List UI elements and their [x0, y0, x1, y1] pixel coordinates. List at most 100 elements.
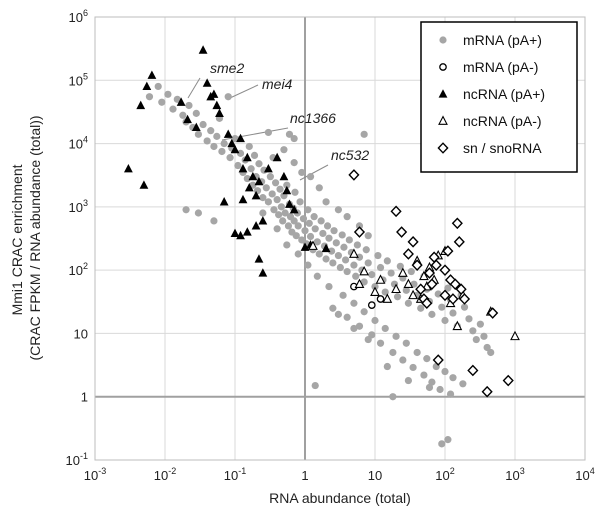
- data-point: [350, 261, 358, 269]
- data-point: [142, 81, 152, 91]
- data-point: [176, 97, 186, 106]
- data-point: [452, 320, 463, 331]
- data-point: [306, 232, 315, 241]
- data-point: [272, 152, 282, 162]
- data-point: [212, 100, 222, 110]
- data-point: [183, 114, 192, 124]
- data-point: [313, 238, 321, 246]
- data-point: [266, 173, 274, 181]
- data-point: [438, 440, 446, 448]
- data-point: [411, 259, 423, 271]
- data-point: [179, 111, 187, 119]
- data-point: [381, 324, 389, 333]
- data-point: [432, 354, 444, 366]
- data-point: [194, 209, 202, 217]
- data-point: [449, 309, 457, 317]
- data-point: [334, 251, 342, 260]
- data-point: [251, 190, 261, 200]
- data-point: [158, 98, 166, 106]
- data-point: [322, 198, 330, 206]
- data-point: [438, 303, 446, 311]
- data-point: [226, 154, 234, 162]
- data-point: [483, 343, 491, 352]
- y-tick-label: 103: [69, 198, 88, 215]
- data-point: [291, 188, 299, 196]
- legend-marker: [439, 36, 447, 44]
- data-point: [323, 222, 332, 230]
- data-point: [338, 231, 346, 239]
- data-point: [402, 286, 410, 294]
- data-point: [238, 194, 248, 204]
- data-point: [449, 374, 457, 382]
- data-point: [219, 197, 229, 206]
- legend-marker: [439, 63, 447, 71]
- data-point: [376, 295, 385, 303]
- data-point: [264, 198, 272, 206]
- data-point: [315, 250, 323, 258]
- data-point: [319, 229, 327, 238]
- data-point: [364, 232, 372, 240]
- data-point: [325, 234, 333, 242]
- data-point: [173, 95, 181, 103]
- annotation-leaders: [187, 77, 329, 181]
- data-point: [227, 138, 237, 148]
- data-point: [350, 324, 358, 333]
- data-point: [336, 263, 344, 272]
- data-point: [259, 209, 267, 217]
- data-point: [258, 216, 268, 225]
- data-point: [407, 267, 415, 276]
- data-point: [290, 159, 298, 167]
- data-point: [242, 152, 252, 162]
- data-point: [444, 284, 452, 292]
- data-point: [154, 82, 162, 91]
- data-point: [147, 70, 157, 79]
- data-point: [402, 339, 410, 347]
- data-point: [383, 362, 391, 371]
- data-point: [396, 226, 408, 238]
- data-point: [244, 183, 254, 192]
- data-point: [236, 230, 245, 240]
- data-point: [487, 307, 499, 319]
- data-point: [210, 142, 218, 151]
- data-point: [325, 282, 333, 291]
- data-point: [421, 297, 433, 310]
- data-point: [430, 259, 442, 271]
- data-point: [458, 293, 471, 305]
- data-point: [423, 267, 436, 279]
- annotation-label: sme2: [210, 60, 244, 76]
- data-point: [362, 246, 370, 254]
- annotation-leader: [229, 84, 259, 99]
- data-point: [447, 293, 459, 305]
- data-point: [139, 180, 149, 189]
- plot-border: [94, 16, 586, 461]
- data-point: [329, 259, 337, 267]
- data-point: [389, 393, 397, 401]
- data-point: [364, 259, 372, 267]
- data-point: [426, 278, 438, 290]
- series-ncrna-pa-: [308, 240, 520, 341]
- data-point: [387, 269, 395, 277]
- data-point: [294, 250, 302, 258]
- data-point: [270, 206, 278, 214]
- data-point: [289, 204, 299, 214]
- data-point: [439, 264, 451, 276]
- data-point: [299, 215, 308, 223]
- data-point: [407, 236, 419, 248]
- data-point: [413, 348, 421, 357]
- data-point: [169, 105, 177, 113]
- data-point: [277, 203, 285, 211]
- data-point: [469, 327, 477, 335]
- data-point: [136, 100, 146, 110]
- data-point: [376, 263, 385, 272]
- data-point: [236, 149, 245, 157]
- data-point: [310, 213, 318, 221]
- data-point: [298, 168, 306, 177]
- data-point: [353, 241, 361, 249]
- data-point: [397, 267, 408, 277]
- data-point: [238, 163, 248, 173]
- data-point: [381, 288, 389, 296]
- legend-marker: [438, 115, 448, 125]
- data-point: [451, 217, 463, 230]
- data-point: [290, 134, 298, 143]
